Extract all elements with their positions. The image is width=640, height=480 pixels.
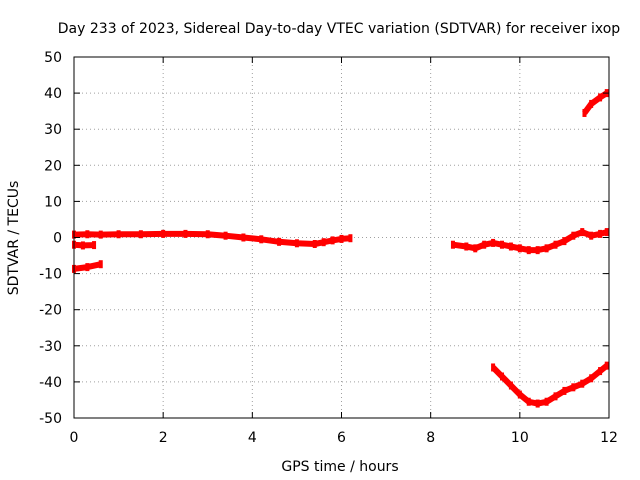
data-point — [517, 244, 522, 253]
x-tick-label: 2 — [159, 430, 168, 446]
data-point — [589, 231, 594, 240]
x-axis-title: GPS time / hours — [281, 459, 398, 475]
data-point — [553, 392, 558, 401]
data-point — [482, 240, 487, 249]
x-tick-label: 6 — [337, 430, 346, 446]
data-point — [500, 372, 504, 381]
data-point — [562, 386, 567, 395]
data-point — [98, 230, 103, 239]
y-tick-label: -30 — [39, 339, 62, 355]
data-point — [571, 383, 576, 392]
data-point — [348, 234, 353, 243]
data-point — [223, 231, 228, 240]
data-point — [562, 237, 567, 246]
sdtvar-late-upper — [582, 90, 609, 115]
x-tick-label: 4 — [248, 430, 257, 446]
y-tick-label: 0 — [53, 231, 62, 247]
data-point — [259, 235, 264, 244]
data-point — [116, 230, 121, 239]
data-point — [604, 361, 609, 370]
data-point — [205, 230, 210, 239]
y-tick-label: -40 — [39, 375, 62, 391]
data-point — [553, 240, 558, 249]
data-point — [580, 379, 585, 388]
data-point — [464, 242, 469, 251]
data-point — [241, 233, 246, 242]
data-point — [450, 240, 455, 249]
y-tick-label: 50 — [44, 50, 62, 66]
data-point — [183, 229, 188, 238]
x-tick-label: 8 — [426, 430, 435, 446]
data-point — [85, 263, 90, 272]
axis-ticks: 0 2 4 6 8 10 12 -50 -40 -30 -20 -10 0 10 20 30 40 50 — [39, 50, 618, 446]
y-tick-label: -10 — [39, 267, 62, 283]
data-point — [598, 367, 603, 376]
data-point — [161, 229, 166, 238]
data-point — [312, 239, 317, 248]
data-point — [85, 230, 90, 239]
data-point — [598, 93, 603, 102]
data-point — [580, 228, 585, 237]
data-point — [80, 241, 85, 250]
data-point — [598, 229, 603, 238]
data-point — [571, 231, 576, 240]
data-point — [98, 260, 103, 269]
data-point — [544, 397, 549, 406]
data-point — [508, 381, 513, 390]
data-point — [294, 239, 299, 248]
data-point — [491, 238, 496, 247]
data-point — [508, 242, 513, 251]
data-point — [589, 99, 594, 108]
y-tick-label: -20 — [39, 303, 62, 319]
data-point — [604, 228, 609, 237]
chart-title: Day 233 of 2023, Sidereal Day-to-day VTE… — [58, 21, 621, 37]
data-point — [544, 244, 549, 253]
y-tick-label: -50 — [39, 411, 62, 427]
y-tick-label: 30 — [44, 122, 62, 138]
data-point — [589, 374, 594, 383]
y-tick-label: 40 — [44, 86, 62, 102]
data-point — [535, 399, 540, 408]
data-point — [339, 234, 344, 243]
x-tick-label: 10 — [511, 430, 529, 446]
data-point — [321, 238, 326, 247]
data-point — [92, 241, 97, 250]
data-series — [72, 89, 609, 408]
data-point — [277, 237, 282, 246]
data-point — [526, 397, 531, 406]
data-point — [473, 244, 478, 253]
data-point — [526, 246, 531, 255]
x-tick-label: 12 — [600, 430, 618, 446]
data-point — [330, 236, 335, 245]
data-point — [582, 108, 587, 117]
y-tick-label: 10 — [44, 194, 62, 210]
y-tick-label: 20 — [44, 158, 62, 174]
data-point — [517, 390, 522, 399]
y-axis-title: SDTVAR / TECUs — [6, 181, 22, 296]
x-tick-label: 0 — [70, 430, 79, 446]
data-point — [491, 363, 496, 372]
data-point — [535, 246, 540, 255]
data-point — [138, 230, 143, 239]
data-point — [500, 240, 504, 249]
